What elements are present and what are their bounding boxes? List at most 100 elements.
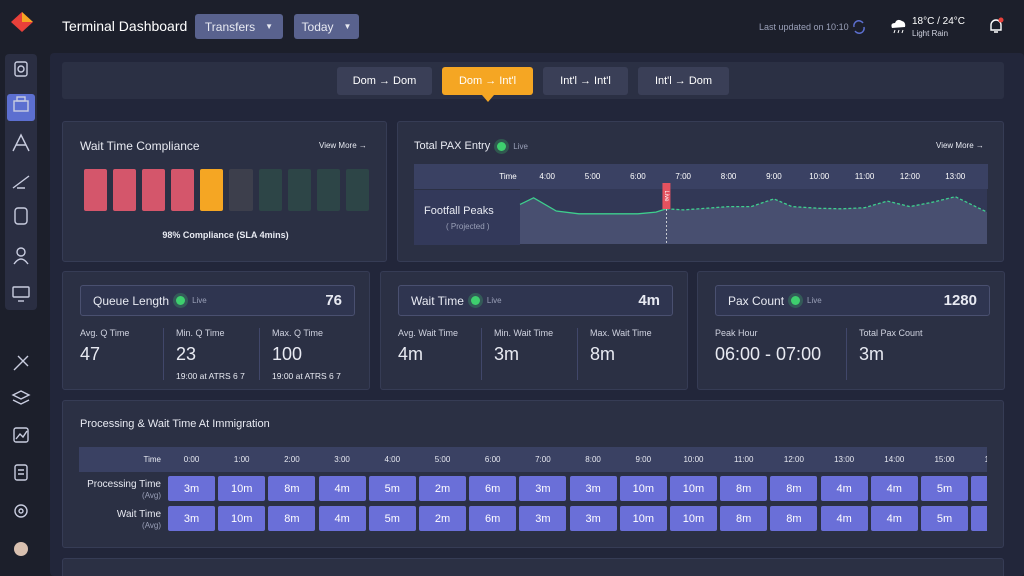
live-dot [470, 296, 480, 305]
stat-value: 4m [398, 344, 424, 364]
refresh-icon[interactable] [851, 19, 867, 35]
time-cell: 3m [168, 476, 215, 501]
time-cell: 6m [469, 476, 517, 501]
row-label: Processing Time [87, 479, 161, 490]
stat: Peak Hour 06:00 - 07:00 [715, 328, 846, 380]
card-title: Processing & Wait Time At Immigration [80, 418, 270, 430]
time-cell: 5m [368, 506, 416, 531]
stat-label: Min. Q Time [176, 328, 225, 338]
stat: Avg. Q Time 47 [80, 328, 163, 380]
time-cell: 10m [619, 476, 667, 501]
tab[interactable]: Dom → Dom [337, 67, 432, 95]
kpi-stats: Avg. Q Time 47 Min. Q Time 23 19:00 at ATRS … [80, 328, 355, 381]
time-cell: 4m [820, 476, 868, 501]
tab[interactable]: Int'l → Dom [638, 67, 729, 95]
stat-label: Min. Wait Time [494, 328, 554, 338]
tab[interactable]: Int'l → Int'l [543, 67, 628, 95]
compliance-bar [200, 169, 224, 211]
stat-value: 3m [494, 344, 520, 364]
view-more[interactable]: View More → [319, 141, 367, 150]
x-tick-label: 10:00 [809, 172, 830, 181]
kpi-stats: Avg. Wait Time 4m Min. Wait Time 3m Max. Wai… [398, 328, 673, 380]
view-more[interactable]: View More → [936, 141, 984, 150]
x-tick-label: 13:00 [945, 172, 966, 181]
stat-value: 100 [272, 344, 303, 364]
x-tick-label: 12:00 [900, 172, 921, 181]
time-header: 9:00 [635, 455, 652, 464]
time-cell: 5m [368, 476, 416, 501]
active-nav[interactable] [7, 94, 35, 121]
x-tick-label: 7:00 [675, 172, 691, 181]
filter-dropdown[interactable]: Today ▼ [294, 14, 359, 39]
time-header: 0:00 [183, 455, 200, 464]
compliance-summary: 98% Compliance (SLA 4mins) [162, 230, 289, 240]
time-header: 2:00 [284, 455, 300, 464]
filter-label: Transfers [204, 19, 256, 34]
tab[interactable]: Dom → Int'l [442, 67, 533, 95]
compliance-bar [258, 169, 282, 211]
kpi-header: Wait Time Live 4m [398, 285, 673, 316]
filter-label: Today [301, 19, 334, 34]
time-cell: 4m [870, 476, 918, 501]
stat-note: 19:00 at ATRS 6 7 [272, 371, 341, 381]
time-header: 12:00 [783, 455, 804, 464]
compliance-bars [84, 169, 369, 211]
stat: Max. Q Time 100 19:00 at ATRS 6 7 [259, 328, 355, 381]
compliance-bar [142, 169, 166, 211]
time-cell: 3m [168, 506, 215, 531]
x-tick-label: 5:00 [585, 172, 601, 181]
time-header: 11:00 [733, 455, 754, 464]
kpi-header: Queue Length Live 76 [80, 285, 355, 316]
area [520, 197, 667, 244]
card-title: Total PAX Entry [414, 140, 491, 152]
time-cell: 3m [519, 476, 567, 501]
notifications[interactable] [987, 17, 1005, 35]
stat-value: 47 [80, 344, 101, 364]
time-cell: 10m [218, 476, 266, 501]
time-cell: 8m [770, 476, 818, 501]
stat-label: Peak Hour [715, 328, 758, 338]
area [666, 196, 987, 244]
time-cell: 10m [670, 506, 717, 531]
stat: Total Pax Count 3m [846, 328, 990, 380]
time-cell [971, 476, 987, 501]
stat: Avg. Wait Time 4m [398, 328, 481, 380]
time-cell: 4m [870, 506, 918, 531]
live-status: Live [486, 296, 502, 305]
kpi-value: 4m [638, 292, 660, 309]
time-cell: 10m [619, 506, 667, 531]
live-status: Live [807, 296, 822, 305]
weather-icon [891, 19, 906, 34]
time-label: Time [143, 455, 161, 464]
time-header-row [79, 447, 987, 472]
line [666, 196, 987, 213]
time-cell: 8m [268, 476, 316, 501]
kpi-title: Queue Length [93, 293, 170, 308]
tab-bar [62, 62, 1004, 99]
time-cell: 4m [820, 506, 868, 531]
filter-dropdown[interactable]: Transfers ▼ [195, 14, 283, 39]
time-cell: 4m [318, 476, 366, 501]
last-updated: Last updated on 10:10 [759, 22, 849, 32]
sidebar-icons [11, 61, 31, 556]
x-tick-label: 4:00 [539, 172, 555, 181]
compliance-bar [345, 169, 369, 211]
time-cell: 8m [770, 506, 818, 531]
time-cell: 6m [469, 506, 517, 531]
stat-value: 06:00 - 07:00 [715, 344, 822, 364]
next-card [62, 558, 1004, 576]
time-header: 8:00 [585, 455, 601, 464]
time-header: 5:00 [434, 455, 451, 464]
live-dot [176, 296, 186, 305]
page-title: Terminal Dashboard [62, 18, 188, 34]
kpi-title: Wait Time [411, 293, 464, 308]
time-header: 3:00 [334, 455, 350, 464]
x-tick-label: 8:00 [721, 172, 737, 181]
time-cell: 8m [268, 506, 316, 531]
row-sublabel: ( Projected ) [446, 222, 490, 231]
time-cell: 2m [419, 476, 466, 501]
time-header: 10:00 [683, 455, 704, 464]
x-tick-label: 9:00 [766, 172, 782, 181]
tab-pointer [481, 95, 494, 102]
time-header: 4:00 [384, 455, 401, 464]
